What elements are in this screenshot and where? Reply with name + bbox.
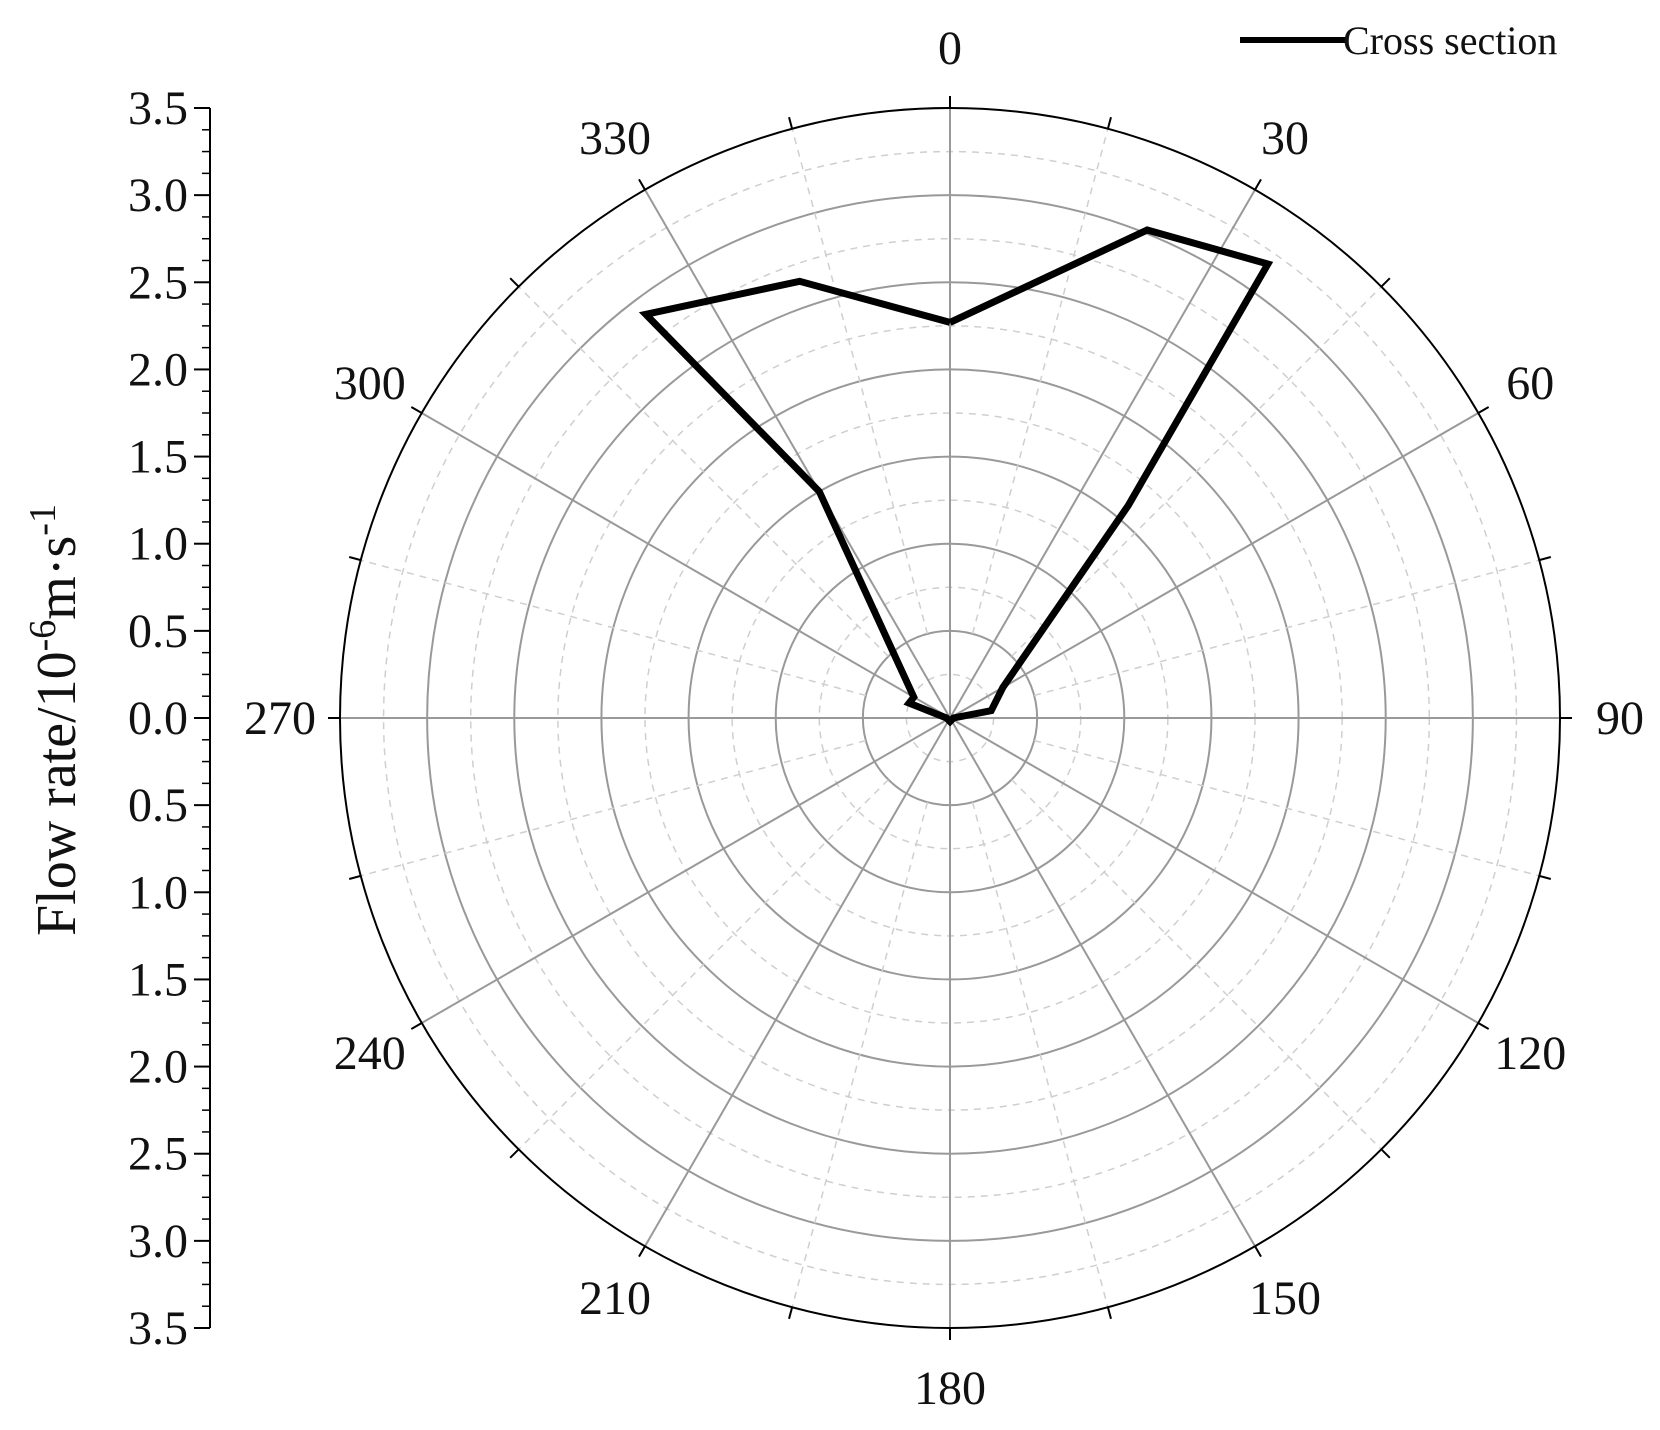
grid-spoke-minor	[360, 559, 867, 697]
angle-label-330: 330	[579, 112, 651, 165]
angle-tick	[348, 556, 362, 562]
angle-tick	[1380, 1148, 1391, 1159]
grid-spoke-major	[949, 412, 1479, 719]
grid-spoke-major	[644, 189, 951, 719]
radial-tick-label: 3.0	[128, 1215, 188, 1268]
angular-grid	[328, 96, 1572, 1340]
angle-label-270: 270	[244, 692, 316, 745]
radial-tick-label: 1.5	[128, 953, 188, 1006]
angle-tick	[509, 1148, 520, 1159]
radial-tick-label: 3.5	[128, 1302, 188, 1355]
angle-tick	[348, 874, 362, 880]
angle-tick-labels: 0 30 60 90 120 150 180 210 240 270 300 330	[244, 22, 1644, 1415]
grid-spoke-minor	[518, 286, 889, 657]
y-axis-label: Flow rate/10-6m·s-1	[22, 504, 88, 936]
y-axis-label-main: Flow rate/10	[26, 651, 88, 936]
grid-spoke-major	[949, 189, 1256, 719]
angle-tick	[1538, 874, 1552, 880]
angle-label-210: 210	[579, 1272, 651, 1325]
grid-spoke-major	[421, 717, 951, 1024]
grid-spoke-minor	[360, 739, 867, 877]
angle-tick	[638, 1245, 646, 1258]
radial-tick-label: 2.0	[128, 343, 188, 396]
angle-tick	[509, 277, 520, 288]
angle-label-120: 120	[1494, 1027, 1566, 1080]
radial-tick-label: 1.5	[128, 431, 188, 484]
angle-tick	[1477, 406, 1490, 414]
radial-tick-label: 2.0	[128, 1041, 188, 1094]
grid-spoke-major	[949, 717, 1256, 1247]
legend: Cross section	[1240, 18, 1557, 63]
y-axis-label-mid: m·s	[26, 536, 88, 620]
angle-tick	[788, 116, 794, 130]
radial-tick-label: 2.5	[128, 256, 188, 309]
angle-label-240: 240	[334, 1027, 406, 1080]
angle-tick	[410, 1022, 423, 1030]
angle-tick	[1380, 277, 1391, 288]
angle-tick	[1477, 1022, 1490, 1030]
series-line	[638, 226, 1274, 727]
angle-label-150: 150	[1249, 1272, 1321, 1325]
radial-tick-label: 2.5	[128, 1128, 188, 1181]
grid-spoke-minor	[1011, 286, 1382, 657]
grid-spoke-minor	[1033, 739, 1540, 877]
radial-tick-label: 3.5	[128, 82, 188, 135]
radial-tick-label: 0.0	[128, 692, 188, 745]
angle-tick	[1106, 116, 1112, 130]
outer-circle	[339, 107, 1561, 1329]
angle-tick	[1254, 1245, 1262, 1258]
grid-spoke-minor	[1011, 779, 1382, 1150]
radial-tick-label: 0.5	[128, 779, 188, 832]
angle-label-60: 60	[1506, 357, 1554, 410]
angle-label-300: 300	[334, 357, 406, 410]
grid-spoke-major	[644, 717, 951, 1247]
radial-tick-label: 0.5	[128, 605, 188, 658]
grid-spoke-minor	[971, 128, 1109, 635]
radial-tick-label: 1.0	[128, 866, 188, 919]
angle-label-30: 30	[1261, 112, 1309, 165]
angle-tick	[1106, 1306, 1112, 1320]
series-layer	[638, 226, 1274, 727]
angle-label-0: 0	[938, 22, 962, 75]
grid-spoke-minor	[791, 128, 929, 635]
grid-spoke-minor	[1033, 559, 1540, 697]
grid-spoke-major	[421, 412, 951, 719]
grid-spoke-minor	[518, 779, 889, 1150]
radial-axis: 3.5 3.0 2.5 2.0 1.5 1.0 0.5 0.0 0.5 1.0 1.5 2.0 2.5 3…	[128, 82, 211, 1355]
angle-tick	[1538, 556, 1552, 562]
grid-spoke-minor	[971, 801, 1109, 1308]
angle-label-180: 180	[914, 1362, 986, 1415]
angle-tick	[788, 1306, 794, 1320]
radial-tick-label: 1.0	[128, 518, 188, 571]
legend-label: Cross section	[1343, 18, 1557, 63]
angle-tick	[638, 178, 646, 191]
angle-label-90: 90	[1596, 692, 1644, 745]
angle-tick	[410, 406, 423, 414]
grid-spoke-major	[949, 717, 1479, 1024]
y-axis-label-sup2: -1	[22, 504, 64, 536]
y-axis-label-sup1: -6	[22, 620, 64, 652]
grid-spoke-minor	[791, 801, 929, 1308]
radial-tick-label: 3.0	[128, 169, 188, 222]
angle-tick	[1254, 178, 1262, 191]
